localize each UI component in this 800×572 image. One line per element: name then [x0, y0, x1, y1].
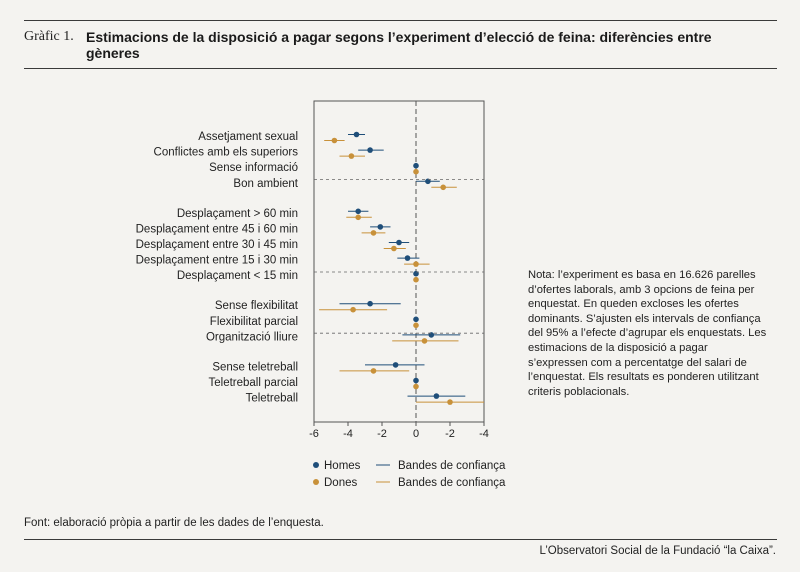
category-label: Sense flexibilitat	[215, 300, 299, 312]
x-tick-label: 0	[413, 428, 419, 440]
x-tick-label: -4	[479, 428, 489, 440]
legend-dones-label: Dones	[324, 477, 357, 489]
category-label: Desplaçament entre 45 i 60 min	[136, 223, 298, 235]
category-label: Flexibilitat parcial	[210, 316, 298, 328]
source-text: Font: elaboració pròpia a partir de les …	[24, 517, 324, 529]
point-dones	[447, 399, 453, 405]
x-tick-label: -4	[343, 428, 353, 440]
category-label: Sense informació	[209, 162, 298, 174]
point-homes	[367, 300, 373, 307]
legend-ci-dones-label: Bandes de confiança	[398, 477, 506, 489]
legend-homes-label: Homes	[324, 460, 361, 472]
point-dones	[413, 322, 419, 329]
point-dones	[413, 276, 419, 283]
point-homes	[367, 147, 373, 153]
chart-note: Nota: l’experiment es basa en 16.626 par…	[528, 269, 767, 398]
dot-whisker-chart: -6 -4 -2 0 -2 -4 Assetjament sexual Conflictes …	[136, 100, 489, 440]
point-dones	[348, 153, 355, 159]
category-label: Desplaçament entre 15 i 30 min	[136, 255, 298, 267]
point-dones	[413, 261, 419, 267]
category-label: Bon ambient	[233, 178, 298, 190]
x-tick-label: -2	[377, 428, 387, 440]
point-dones	[331, 137, 338, 144]
point-dones	[440, 184, 447, 191]
top-rule	[24, 20, 777, 21]
figure-label: Gràfic 1.	[24, 29, 74, 44]
point-dones	[370, 368, 377, 374]
point-homes	[433, 393, 440, 399]
chart-title: Estimacions de la disposició a pagar seg…	[86, 29, 712, 61]
point-homes	[396, 239, 402, 246]
category-label: Organització lliure	[206, 331, 298, 343]
title-rule	[24, 68, 777, 69]
point-dones	[413, 168, 419, 175]
point-dones	[355, 214, 362, 221]
category-label: Conflictes amb els superiors	[154, 147, 299, 159]
x-tick-label: -2	[445, 428, 455, 440]
category-label: Teletreball	[246, 393, 298, 405]
legend-ci-homes-label: Bandes de confiança	[398, 460, 506, 472]
point-homes	[413, 377, 419, 384]
point-homes	[377, 224, 384, 230]
x-tick-label: -6	[309, 428, 319, 440]
category-label: Sense teletreball	[212, 361, 298, 373]
legend-homes-marker	[313, 462, 319, 468]
point-dones	[421, 338, 428, 344]
chart-legend: Homes Dones Bandes de confiança Bandes de c…	[313, 460, 506, 489]
point-homes	[355, 208, 362, 215]
plot-frame	[313, 100, 485, 423]
category-label: Assetjament sexual	[198, 131, 298, 143]
category-label: Teletreball parcial	[209, 377, 299, 389]
point-dones	[350, 306, 356, 313]
credit-text: L’Observatori Social de la Fundació “la …	[539, 545, 776, 557]
category-label: Desplaçament < 15 min	[177, 270, 298, 282]
footer-rule	[24, 539, 777, 540]
legend-dones-marker	[313, 479, 319, 485]
point-homes	[404, 255, 411, 261]
point-homes	[353, 131, 360, 138]
point-homes	[413, 316, 419, 323]
point-homes	[413, 162, 419, 169]
point-dones	[413, 383, 419, 390]
category-label: Desplaçament > 60 min	[177, 208, 298, 220]
category-label: Desplaçament entre 30 i 45 min	[136, 239, 298, 251]
point-homes	[392, 362, 399, 368]
point-dones	[391, 245, 397, 252]
point-dones	[370, 230, 377, 236]
